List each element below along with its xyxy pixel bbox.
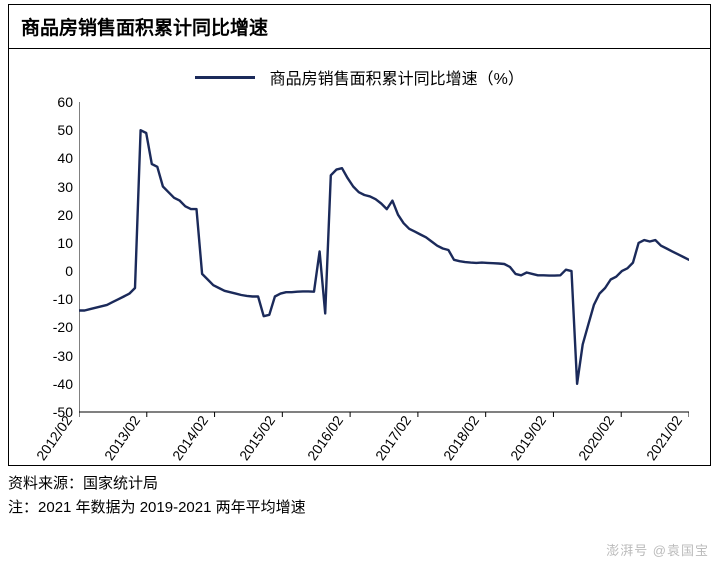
chart-frame: 商品房销售面积累计同比增速 商品房销售面积累计同比增速（%） -50-40-30… xyxy=(8,4,711,466)
legend: 商品房销售面积累计同比增速（%） xyxy=(21,65,698,89)
source-label: 资料来源： xyxy=(8,475,83,492)
legend-swatch xyxy=(195,76,255,79)
y-tick-label: 60 xyxy=(21,94,73,110)
y-tick-label: 0 xyxy=(21,263,73,279)
note-value: 2021 年数据为 2019-2021 两年平均增速 xyxy=(38,499,306,516)
note-label: 注： xyxy=(8,499,38,516)
plot-wrap: -50-40-30-20-1001020304050602012/022013/… xyxy=(21,97,698,457)
x-tick-label: 2012/02 xyxy=(33,413,75,464)
legend-label: 商品房销售面积累计同比增速（%） xyxy=(270,71,524,88)
y-tick-label: -10 xyxy=(21,291,73,307)
source-value: 国家统计局 xyxy=(83,475,158,492)
watermark: 澎湃号 @袁国宝 xyxy=(606,540,709,559)
y-tick-label: 50 xyxy=(21,122,73,138)
y-tick-label: -20 xyxy=(21,319,73,335)
footer: 资料来源：国家统计局 注：2021 年数据为 2019-2021 两年平均增速 xyxy=(8,472,711,520)
chart-title: 商品房销售面积累计同比增速 xyxy=(21,13,698,40)
y-tick-label: -40 xyxy=(21,376,73,392)
title-bar: 商品房销售面积累计同比增速 xyxy=(9,5,710,49)
chart-area: 商品房销售面积累计同比增速（%） -50-40-30-20-1001020304… xyxy=(9,49,710,465)
y-tick-label: -30 xyxy=(21,348,73,364)
source-line: 资料来源：国家统计局 xyxy=(8,472,711,496)
y-tick-label: 20 xyxy=(21,207,73,223)
line-chart xyxy=(79,97,689,427)
y-tick-label: 40 xyxy=(21,150,73,166)
y-tick-label: 30 xyxy=(21,179,73,195)
note-line: 注：2021 年数据为 2019-2021 两年平均增速 xyxy=(8,496,711,520)
y-tick-label: 10 xyxy=(21,235,73,251)
